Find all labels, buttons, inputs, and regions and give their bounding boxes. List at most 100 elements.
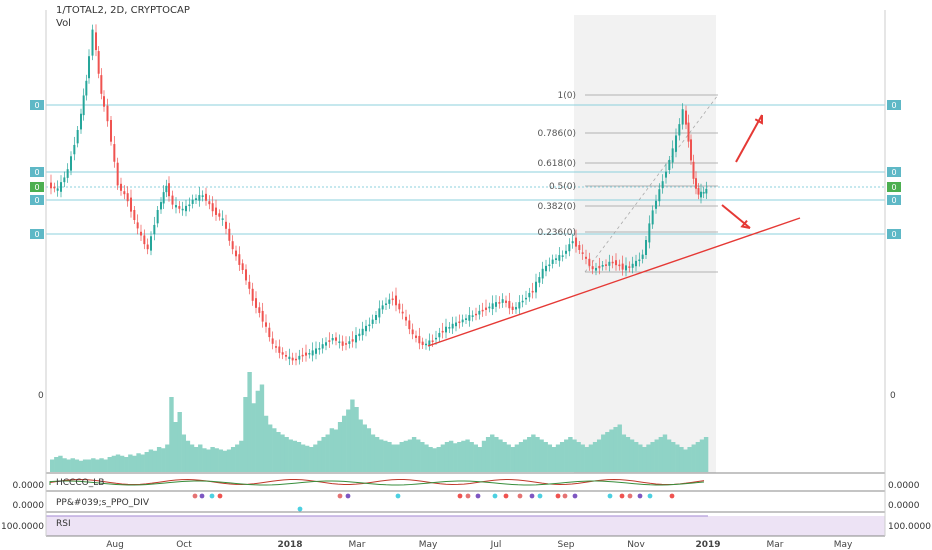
pane-value-left: 100.0000 — [1, 522, 44, 532]
volume-bar — [695, 442, 701, 472]
ppo-dot — [619, 493, 625, 499]
volume-bar — [687, 447, 692, 472]
horizontal-levels — [46, 104, 885, 235]
candle-body — [648, 223, 651, 243]
ppo-dot — [492, 493, 498, 499]
ppo-dot — [555, 493, 561, 499]
candle-body — [150, 236, 152, 251]
candle-body — [191, 199, 194, 204]
candle-body — [208, 201, 211, 205]
volume-bar — [255, 390, 261, 472]
volume-bar — [280, 434, 285, 472]
fib-label: 0.5(0) — [549, 182, 576, 192]
volume-bar — [239, 440, 244, 472]
volume-bar — [325, 434, 330, 472]
volume-bar — [469, 442, 474, 472]
price-tag-left — [30, 167, 44, 177]
arrow-shaft — [735, 114, 763, 163]
candle-body — [531, 290, 534, 293]
last-price-tag-text: 0 — [34, 183, 39, 192]
candle-body — [635, 260, 637, 267]
candle-body — [535, 281, 537, 293]
volume-bar — [485, 437, 491, 472]
ppo-dot — [337, 493, 343, 499]
candle-body — [295, 358, 297, 361]
candle-body — [358, 333, 361, 337]
volume-bar — [235, 444, 240, 472]
volume-bar — [473, 444, 478, 472]
candle-body — [695, 178, 697, 189]
candle-body — [598, 265, 601, 269]
volume-bar — [132, 455, 137, 472]
candle-body — [228, 228, 231, 241]
candle-body — [655, 200, 657, 209]
volume-bar — [140, 454, 145, 472]
candle-body — [100, 75, 103, 94]
volume-bar — [461, 440, 466, 472]
pane-value-right: 0.0000 — [888, 481, 920, 491]
volume-bar — [395, 444, 400, 472]
volume-bar — [177, 412, 182, 472]
candle-body — [275, 346, 277, 348]
ppo-dot — [345, 493, 351, 499]
candle-body — [558, 255, 561, 261]
volume-bar — [296, 442, 302, 472]
volume-bar — [522, 439, 528, 472]
volume-bar — [62, 458, 67, 472]
candle-body — [73, 144, 76, 155]
volume-bar — [74, 459, 80, 472]
volume-bar — [444, 442, 450, 472]
candle-body — [116, 162, 119, 186]
candle-body — [291, 357, 294, 361]
price-tags: 0 0 0 0 0 0 0 0 0 0 0 0 — [30, 100, 901, 401]
x-tick-label: Mar — [767, 540, 784, 550]
volume-bar — [448, 440, 454, 472]
candle-body — [697, 188, 700, 195]
volume-bar — [198, 444, 203, 472]
candle-body — [561, 255, 564, 257]
candle-body — [251, 288, 254, 301]
candle-body — [106, 105, 109, 122]
x-tick-label: Oct — [176, 540, 192, 550]
volume-bar — [679, 447, 684, 472]
volume-bar — [617, 424, 622, 472]
candle-body — [678, 124, 681, 136]
candle-body — [171, 195, 174, 205]
volume-bar — [551, 447, 557, 472]
candle-body — [485, 307, 487, 310]
volume-bar — [247, 372, 252, 472]
candle-body — [335, 337, 337, 341]
volume-bar — [218, 449, 224, 472]
candle-body — [521, 300, 524, 303]
pane-value-right: 100.0000 — [888, 522, 931, 532]
candle-body — [160, 202, 162, 210]
candle-body — [281, 352, 284, 355]
candle-body — [328, 340, 331, 342]
volume-bar — [292, 440, 298, 472]
volume-bar — [387, 442, 392, 472]
price-tag-left — [30, 195, 44, 205]
candle-body — [638, 259, 641, 262]
ppo-dot — [537, 493, 543, 499]
volume-bar — [50, 459, 55, 472]
candle-body — [153, 224, 156, 235]
candle-body — [425, 343, 427, 346]
volume-bar — [411, 437, 417, 472]
candle-body — [178, 206, 181, 209]
volume-bar — [633, 442, 639, 472]
volume-bar — [54, 457, 59, 472]
candle-body — [685, 110, 687, 125]
volume-bar — [613, 427, 618, 472]
x-tick-label: Nov — [627, 540, 645, 550]
candle-body — [705, 188, 708, 194]
volume-bar — [78, 460, 84, 472]
volume-bar — [185, 440, 191, 472]
volume-bar — [506, 444, 511, 472]
hcco-signal — [49, 480, 705, 486]
volume-zero-right: 0 — [890, 391, 896, 401]
candle-body — [271, 338, 274, 344]
symbol-title: 1/TOTAL2, 2D, CRYPTOCAP — [56, 5, 190, 16]
volume-bar — [703, 437, 709, 472]
candle-body — [198, 195, 201, 201]
